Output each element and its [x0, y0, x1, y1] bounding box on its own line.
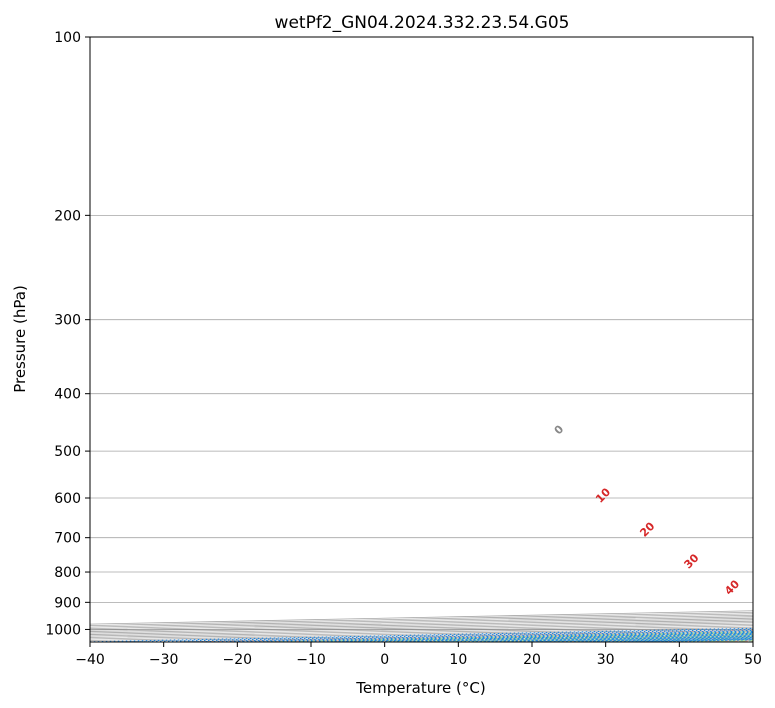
moist-adiabat-line	[602, 638, 753, 642]
moist-adiabat-line	[459, 635, 753, 642]
isotherm-line	[90, 626, 753, 641]
isotherm-line	[752, 641, 753, 642]
moist-adiabat-line	[374, 633, 753, 642]
x-tick-label: 20	[523, 652, 541, 668]
y-tick-label: 800	[54, 565, 81, 581]
isotherm-line	[90, 617, 753, 632]
y-tick-label: 200	[54, 208, 81, 224]
y-axis: 100 200 300 400 500 600 700 800 900 1000	[45, 30, 90, 638]
x-axis: −40 −30 −20 −10 0 10 20 30 40 50	[75, 642, 762, 668]
dry-adiabat-line	[636, 638, 753, 642]
dry-adiabat-line	[711, 640, 753, 642]
isotherm-line	[90, 616, 753, 631]
y-tick-label: 100	[54, 30, 81, 46]
isotherm-line	[163, 629, 753, 642]
y-tick-label: 1000	[45, 622, 81, 638]
dry-adiabat-line	[338, 632, 753, 642]
moist-adiabat-line	[346, 633, 753, 642]
moist-adiabat-line	[573, 637, 753, 642]
moist-adiabat-line	[487, 636, 753, 642]
y-axis-title: Pressure (hPa)	[11, 285, 29, 393]
moist-adiabat-label: 10	[593, 485, 613, 505]
moist-adiabat-line	[516, 636, 753, 642]
x-tick-label: 50	[744, 652, 762, 668]
background-lines	[90, 37, 753, 642]
x-axis-title: Temperature (°C)	[355, 679, 485, 697]
isotherm-line	[90, 610, 753, 625]
moist-adiabat-label: 40	[722, 577, 742, 597]
moist-adiabat-label: 30	[682, 551, 702, 571]
mixing-ratio-line	[522, 636, 753, 642]
moist-adiabat-line	[260, 631, 753, 642]
isotherm-line	[90, 628, 753, 642]
isotherm-line	[605, 638, 753, 642]
mixing-ratio-line	[546, 637, 753, 642]
moist-adiabat-line	[689, 640, 753, 642]
y-tick-label: 900	[54, 595, 81, 611]
chart-title: wetPf2_GN04.2024.332.23.54.G05	[275, 13, 570, 33]
moist-adiabat-label: 20	[637, 519, 657, 539]
moist-adiabat-line	[660, 639, 753, 642]
moist-adiabat-line	[403, 634, 753, 642]
x-tick-label: −20	[223, 652, 253, 668]
mixing-ratio-line	[90, 627, 753, 642]
isotherm-line	[90, 620, 753, 635]
moist-adiabat-line	[544, 637, 753, 642]
isotherm-line	[384, 634, 753, 642]
moist-adiabat-line	[289, 631, 753, 642]
y-tick-label: 500	[54, 444, 81, 460]
x-tick-label: 40	[670, 652, 688, 668]
dry-adiabat-line	[487, 635, 753, 642]
isotherm-line	[237, 631, 753, 642]
y-tick-label: 600	[54, 491, 81, 507]
y-tick-label: 300	[54, 313, 81, 329]
isotherm-line	[310, 632, 753, 642]
dry-adiabat-line	[263, 631, 753, 642]
x-tick-label: 30	[597, 652, 615, 668]
moist-adiabat-line	[431, 634, 753, 642]
isotherm-line	[90, 614, 753, 630]
mixing-ratio-line	[572, 637, 753, 642]
isotherm-line	[90, 623, 753, 638]
moist-adiabat-label: 0	[552, 422, 567, 437]
isotherm-line	[90, 611, 753, 627]
isotherm-line	[90, 625, 753, 640]
dry-adiabat-line	[412, 634, 753, 642]
isotherm-line	[90, 622, 753, 637]
x-tick-label: −40	[75, 652, 105, 668]
y-tick-label: 400	[54, 387, 81, 403]
isotherm-line	[90, 613, 753, 628]
x-tick-label: 0	[380, 652, 389, 668]
isotherm-line	[679, 640, 753, 642]
isotherm-line	[531, 637, 753, 642]
moist-adiabat-line	[317, 632, 753, 642]
mixing-ratio-line	[394, 634, 753, 642]
isotherm-line	[458, 635, 753, 642]
x-tick-label: −10	[296, 652, 326, 668]
isotherm-line	[90, 619, 753, 634]
y-tick-label: 700	[54, 531, 81, 547]
plot-frame	[89, 36, 754, 643]
x-tick-label: −30	[149, 652, 179, 668]
dry-adiabat-line	[188, 629, 753, 642]
x-tick-label: 10	[449, 652, 467, 668]
dry-adiabat-line	[562, 637, 753, 642]
